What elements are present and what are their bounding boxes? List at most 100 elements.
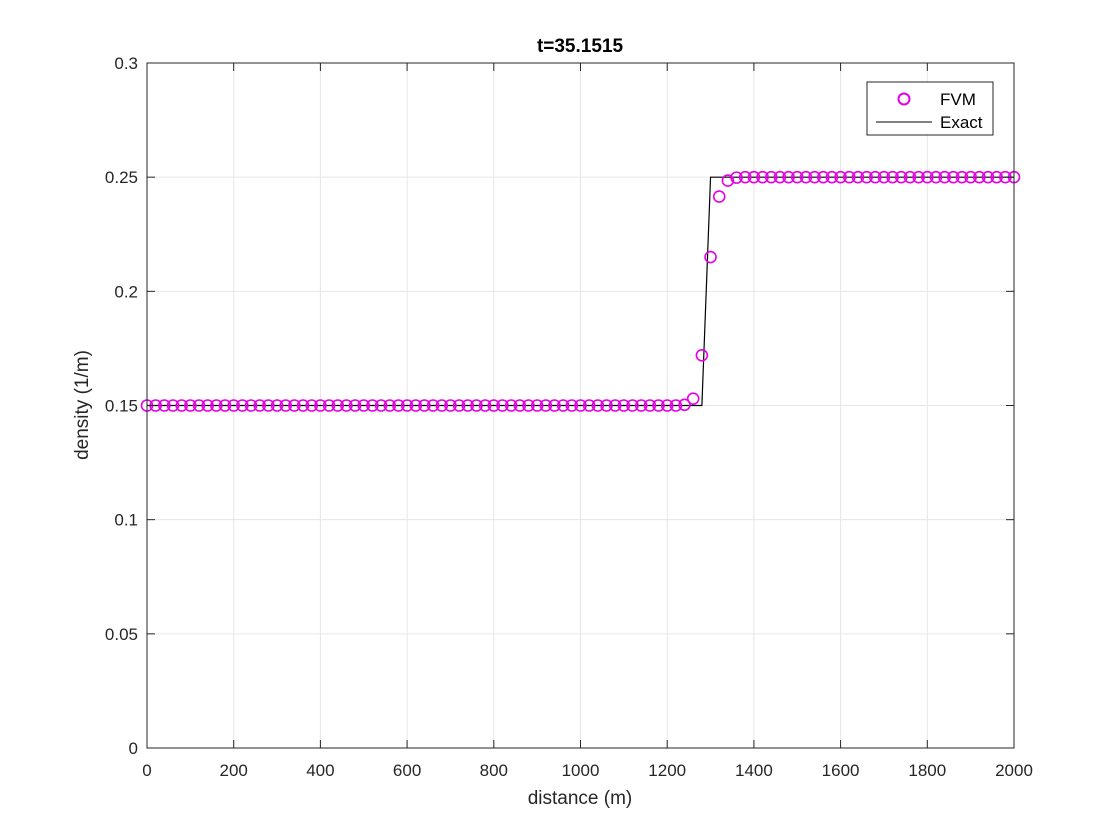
fvm-point xyxy=(973,170,986,184)
x-tick-label: 1400 xyxy=(735,761,773,780)
fvm-point xyxy=(808,170,821,184)
fvm-point xyxy=(305,399,319,412)
fvm-point xyxy=(444,399,457,412)
fvm-point xyxy=(270,399,284,412)
legend: FVM Exact xyxy=(866,81,994,136)
fvm-point xyxy=(227,399,240,412)
x-tick-labels: 0 200 400 600 800 1000 1200 1400 1600 1800 2000 xyxy=(142,761,1033,780)
fvm-point xyxy=(981,170,995,184)
fvm-point xyxy=(496,399,509,412)
legend-fvm-label: FVM xyxy=(940,90,976,109)
fvm-series xyxy=(140,170,1021,412)
legend-fvm-marker xyxy=(897,92,911,106)
fvm-point xyxy=(851,170,865,184)
fvm-point xyxy=(886,170,899,184)
fvm-point xyxy=(660,399,674,412)
fvm-point xyxy=(478,399,492,412)
fvm-point xyxy=(643,399,657,412)
fvm-point xyxy=(617,399,631,412)
fvm-point xyxy=(522,399,535,412)
fvm-point xyxy=(799,170,813,184)
y-axis-label: density (1/m) xyxy=(72,350,93,460)
fvm-point xyxy=(678,398,691,412)
fvm-point xyxy=(591,399,605,412)
x-tick-label: 2000 xyxy=(995,761,1033,780)
fvm-point xyxy=(184,399,197,412)
ticks xyxy=(146,62,1015,749)
fvm-point xyxy=(340,399,353,412)
fvm-point xyxy=(773,170,787,184)
fvm-point xyxy=(418,399,431,412)
x-tick-label: 800 xyxy=(480,761,508,780)
fvm-point xyxy=(296,399,310,412)
x-tick-label: 1200 xyxy=(648,761,686,780)
fvm-point xyxy=(947,170,960,184)
x-tick-label: 600 xyxy=(393,761,421,780)
fvm-point xyxy=(790,170,804,184)
fvm-point xyxy=(383,399,397,412)
fvm-point xyxy=(374,399,388,412)
fvm-point xyxy=(842,170,856,184)
fvm-point xyxy=(860,170,873,184)
fvm-point xyxy=(912,170,925,184)
fvm-point xyxy=(461,399,475,412)
fvm-point xyxy=(686,392,700,405)
fvm-point xyxy=(201,399,214,412)
fvm-point xyxy=(331,399,345,412)
fvm-point xyxy=(452,399,466,412)
fvm-point xyxy=(582,399,596,412)
fvm-point xyxy=(955,170,969,184)
x-tick-label: 1800 xyxy=(908,761,946,780)
fvm-point xyxy=(894,170,908,184)
fvm-point xyxy=(279,399,293,412)
fvm-point xyxy=(920,170,934,184)
fvm-point xyxy=(626,399,639,412)
y-tick-label: 0 xyxy=(129,739,138,758)
fvm-point xyxy=(392,399,405,412)
chart-title: t=35.1515 xyxy=(537,36,624,57)
fvm-point xyxy=(487,399,501,412)
x-axis-label: distance (m) xyxy=(528,788,633,809)
fvm-point xyxy=(834,170,847,184)
fvm-point xyxy=(704,250,717,264)
fvm-point xyxy=(929,170,943,184)
fvm-point xyxy=(236,399,249,412)
y-tick-labels: 0 0.05 0.1 0.15 0.2 0.25 0.3 xyxy=(105,54,138,758)
fvm-point xyxy=(990,170,1003,184)
fvm-point xyxy=(470,399,483,412)
fvm-point xyxy=(721,174,735,187)
fvm-point xyxy=(669,399,683,412)
fvm-point xyxy=(539,399,553,412)
fvm-point xyxy=(574,399,587,412)
fvm-point xyxy=(426,399,440,412)
fvm-point xyxy=(730,171,743,184)
fvm-point xyxy=(903,170,917,184)
fvm-point xyxy=(652,399,665,412)
fvm-point xyxy=(868,170,882,184)
y-tick-label: 0.15 xyxy=(105,397,138,416)
fvm-point xyxy=(825,170,839,184)
fvm-point xyxy=(756,170,769,184)
fvm-point xyxy=(348,399,362,412)
fvm-point xyxy=(366,399,379,412)
fvm-point xyxy=(400,399,414,412)
fvm-point xyxy=(322,399,336,412)
fvm-point xyxy=(608,399,622,412)
x-tick-label: 400 xyxy=(306,761,334,780)
legend-exact-label: Exact xyxy=(940,113,983,132)
fvm-point xyxy=(782,170,795,184)
fvm-point xyxy=(253,399,267,412)
fvm-point xyxy=(747,170,761,184)
fvm-point xyxy=(357,399,371,412)
fvm-point xyxy=(175,399,188,412)
fvm-point xyxy=(556,399,570,412)
x-tick-label: 0 xyxy=(142,761,151,780)
fvm-point xyxy=(192,399,206,412)
exact-line xyxy=(147,176,1014,407)
fvm-point xyxy=(513,399,527,412)
fvm-point xyxy=(314,399,327,412)
fvm-point xyxy=(764,170,778,184)
fvm-point xyxy=(504,399,518,412)
